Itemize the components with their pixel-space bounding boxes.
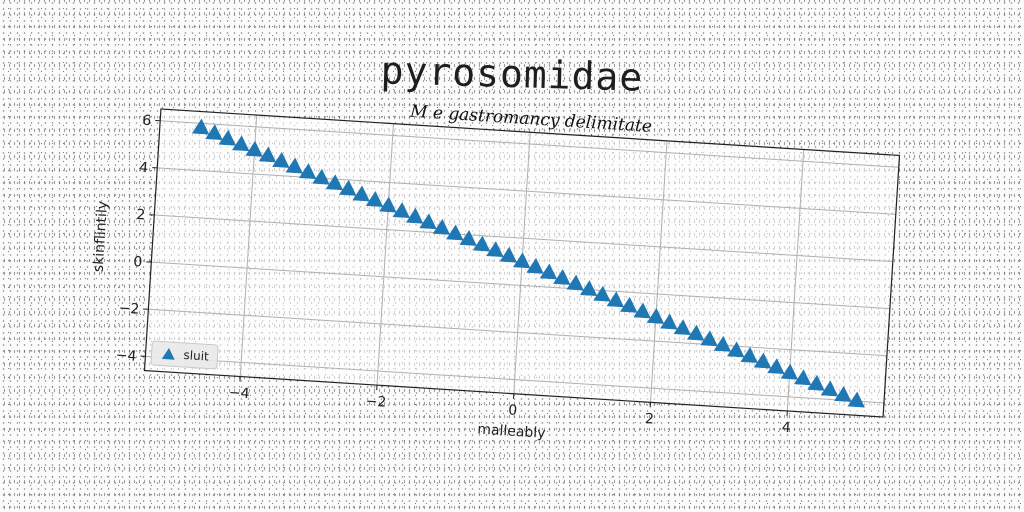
data-point-triangle bbox=[539, 263, 558, 280]
grid-line-y bbox=[160, 120, 899, 168]
data-point-triangle bbox=[272, 152, 290, 168]
data-point-triangle bbox=[767, 358, 785, 375]
grid-line-y bbox=[151, 261, 890, 310]
data-point-triangle bbox=[660, 313, 678, 330]
legend-label: sluit bbox=[183, 348, 209, 364]
data-point-triangle bbox=[513, 252, 531, 269]
data-point-triangle bbox=[579, 280, 598, 297]
data-point-triangle bbox=[686, 324, 705, 341]
data-point-triangle bbox=[700, 330, 718, 347]
y-tick-label: 6 bbox=[142, 113, 152, 130]
data-point-triangle bbox=[379, 196, 397, 213]
grid-line-y bbox=[157, 167, 896, 215]
data-point-triangle bbox=[339, 179, 357, 196]
data-point-triangle bbox=[459, 230, 477, 246]
grid-line-y bbox=[154, 214, 893, 262]
data-point-triangle bbox=[432, 218, 451, 235]
x-tick-label: 0 bbox=[508, 402, 518, 419]
y-tick-labels: −4 −2 0 2 4 6 bbox=[115, 113, 161, 365]
data-point-triangle bbox=[753, 352, 772, 369]
data-point-triangle bbox=[405, 207, 424, 224]
chart-plot-group: M e gastromancy delimitate −4 −2 024 −4−20… bbox=[91, 102, 901, 442]
grid-lines bbox=[145, 115, 899, 411]
data-points bbox=[191, 118, 865, 408]
data-point-triangle bbox=[620, 296, 638, 313]
y-tick-label: −2 bbox=[118, 300, 140, 317]
data-point-triangle bbox=[820, 380, 839, 397]
grid-line-y bbox=[148, 308, 887, 357]
data-point-triangle bbox=[472, 235, 491, 252]
grid-line-x bbox=[376, 123, 394, 386]
y-axis-label: skinflintily bbox=[91, 200, 111, 272]
data-point-triangle bbox=[205, 124, 223, 141]
legend: sluit bbox=[150, 340, 219, 370]
data-point-triangle bbox=[352, 185, 370, 202]
grid-line-x bbox=[650, 140, 668, 403]
data-point-triangle bbox=[807, 374, 825, 391]
data-point-triangle bbox=[446, 224, 464, 241]
data-point-triangle bbox=[486, 241, 504, 258]
data-point-triangle bbox=[245, 140, 263, 157]
data-point-triangle bbox=[794, 369, 812, 386]
data-point-triangle bbox=[593, 285, 611, 302]
x-tick-labels: −4 −2 0 2 4 bbox=[228, 376, 791, 436]
grid-line-y bbox=[145, 355, 884, 404]
data-point-triangle bbox=[780, 363, 799, 380]
x-axis-label: malleably bbox=[477, 422, 546, 442]
y-tick-label: 0 bbox=[133, 254, 143, 271]
data-point-triangle bbox=[673, 319, 691, 336]
data-point-triangle bbox=[392, 202, 410, 219]
data-point-triangle bbox=[285, 157, 303, 174]
y-tick-label: 2 bbox=[136, 207, 146, 224]
data-point-triangle bbox=[633, 302, 651, 319]
y-tick-label: −4 bbox=[115, 348, 137, 365]
data-point-triangle bbox=[646, 308, 665, 324]
data-point-triangle bbox=[499, 246, 518, 263]
y-tick-label: 4 bbox=[139, 160, 149, 177]
data-point-triangle bbox=[258, 146, 277, 163]
data-point-triangle bbox=[834, 386, 852, 402]
data-point-triangle bbox=[325, 174, 344, 191]
grid-line-x bbox=[239, 115, 258, 377]
data-point-triangle bbox=[312, 168, 330, 185]
data-point-triangle bbox=[232, 135, 250, 152]
data-point-triangle bbox=[298, 163, 317, 180]
data-point-triangle bbox=[526, 257, 544, 274]
data-point-triangle bbox=[553, 269, 571, 285]
legend-marker-icon bbox=[161, 348, 175, 360]
data-point-triangle bbox=[365, 191, 384, 207]
x-tick-label: −4 bbox=[228, 385, 250, 402]
data-point-triangle bbox=[606, 291, 625, 308]
data-point-triangle bbox=[566, 274, 584, 291]
x-tick-label: 4 bbox=[781, 420, 791, 437]
x-tick-label: −2 bbox=[365, 393, 387, 410]
data-point-triangle bbox=[740, 347, 758, 363]
data-point-triangle bbox=[419, 213, 437, 230]
data-point-triangle bbox=[218, 129, 237, 146]
data-point-triangle bbox=[713, 335, 732, 352]
data-point-triangle bbox=[727, 341, 745, 358]
data-point-triangle bbox=[191, 118, 210, 135]
data-point-triangle bbox=[847, 391, 865, 408]
legend-box bbox=[150, 340, 219, 370]
x-tick-label: 2 bbox=[645, 411, 655, 428]
